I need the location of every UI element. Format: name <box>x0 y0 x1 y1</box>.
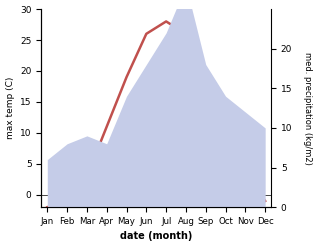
Y-axis label: max temp (C): max temp (C) <box>5 77 15 139</box>
Y-axis label: med. precipitation (kg/m2): med. precipitation (kg/m2) <box>303 52 313 165</box>
X-axis label: date (month): date (month) <box>120 231 192 242</box>
